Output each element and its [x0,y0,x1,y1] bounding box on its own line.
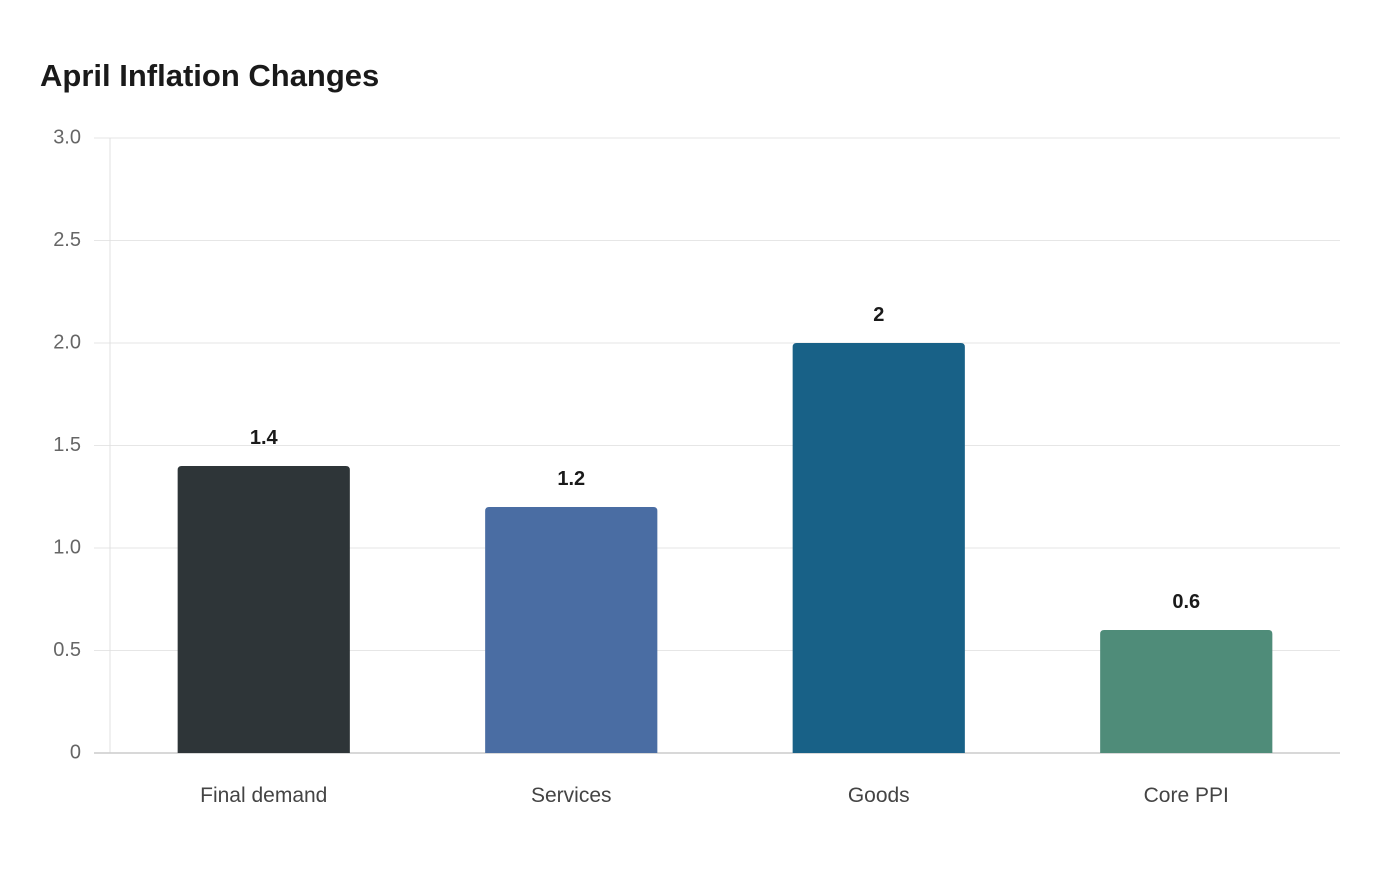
bar [485,507,658,753]
category-label: Final demand [200,784,327,807]
bar [1100,630,1273,753]
y-tick-label: 1.0 [53,536,81,558]
category-labels: Final demand Services Goods Core PPI [200,784,1229,807]
bar-value-label: 2 [873,304,884,326]
y-tick-label: 1.5 [53,434,81,456]
y-tick-label: 0 [70,741,81,763]
bars [177,343,1273,753]
y-tick-label: 2.5 [53,229,81,251]
value-labels: 1.4 1.2 2 0.6 [250,304,1200,613]
bar-value-label: 1.4 [250,427,279,449]
category-label: Services [531,784,612,807]
category-label: Core PPI [1144,784,1229,807]
bar-value-label: 0.6 [1172,591,1200,613]
y-axis-tick-labels: 0 0.5 1.0 1.5 2.0 2.5 3.0 [53,126,81,763]
category-label: Goods [848,784,910,807]
bar-value-label: 1.2 [557,468,585,490]
bar [177,466,350,753]
y-tick-label: 3.0 [53,126,81,148]
y-tick-label: 2.0 [53,331,81,353]
bar [792,343,965,753]
y-tick-label: 0.5 [53,639,81,661]
chart-title: April Inflation Changes [40,58,380,93]
